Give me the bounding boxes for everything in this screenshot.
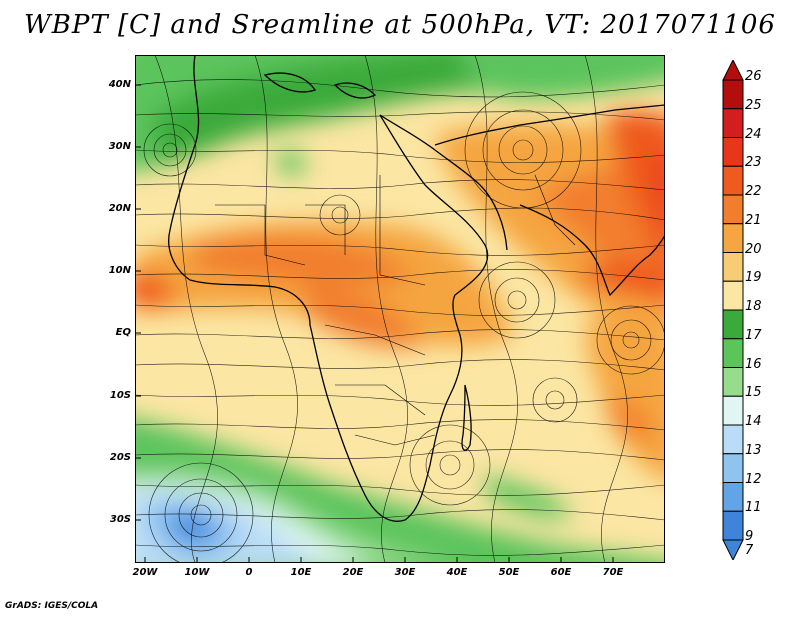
colorbar-swatch: [722, 165, 744, 196]
colorbar-label: 26: [745, 69, 762, 84]
borders: [215, 174, 576, 446]
lon-label: 20E: [342, 567, 364, 578]
colorbar-label: 18: [745, 299, 762, 314]
colorbar-label: 20: [745, 241, 762, 257]
map-plot: [135, 55, 665, 563]
colorbar: [722, 60, 744, 560]
lon-label: 70E: [602, 567, 624, 578]
lon-label: 40E: [446, 567, 468, 578]
colorbar-label: 9: [745, 529, 754, 544]
colorbar-label: 23: [745, 155, 762, 171]
lon-label: 0: [245, 567, 253, 578]
colorbar-bottom-arrow: [722, 539, 744, 560]
colorbar-swatch: [722, 482, 744, 512]
colorbar-swatch: [722, 510, 744, 541]
colorbar-swatch: [722, 223, 744, 253]
lon-label: 10W: [184, 567, 210, 578]
colorbar-swatch: [722, 137, 744, 167]
lat-label: 30S: [109, 514, 131, 525]
colorbar-swatch: [722, 194, 744, 225]
colorbar-label: 14: [745, 414, 762, 429]
colorbar-label: 17: [745, 327, 762, 343]
lat-label: EQ: [115, 327, 131, 338]
lat-label: 30N: [108, 141, 131, 152]
colorbar-label: 24: [745, 126, 762, 142]
colorbar-swatch: [722, 424, 744, 455]
lon-label: 20W: [132, 567, 158, 578]
colorbar-swatch: [722, 252, 744, 282]
lat-label: 10S: [109, 390, 131, 401]
colorbar-swatch: [722, 79, 744, 110]
colorbar-label: 12: [745, 471, 762, 487]
coastlines: [168, 55, 665, 522]
colorbar-label: 22: [745, 184, 762, 199]
colorbar-label: 7: [745, 543, 754, 558]
colorbar-swatch: [722, 338, 744, 368]
colorbar-label: 15: [745, 385, 762, 401]
colorbar-swatch: [722, 395, 744, 426]
streamlines: [135, 55, 665, 563]
colorbar-label: 13: [745, 442, 762, 458]
lon-label: 50E: [498, 567, 520, 578]
lat-label: 20S: [109, 452, 131, 463]
colorbar-swatch: [722, 280, 744, 311]
lat-label: 40N: [108, 79, 131, 90]
colorbar-swatch: [722, 367, 744, 397]
colorbar-swatch: [722, 453, 744, 483]
axis-ticks: [135, 84, 614, 563]
credit-label: GrADS: IGES/COLA: [5, 601, 99, 611]
colorbar-label: 19: [745, 270, 762, 286]
lat-label: 20N: [108, 203, 131, 214]
colorbar-label: 16: [745, 356, 762, 372]
colorbar-label: 11: [745, 500, 762, 516]
colorbar-label: 21: [745, 212, 762, 228]
colorbar-swatch: [722, 309, 744, 340]
colorbar-top-arrow: [722, 60, 744, 81]
lon-label: 30E: [394, 567, 416, 578]
colorbar-swatch: [722, 108, 744, 138]
lon-label: 60E: [550, 567, 572, 578]
chart-title: WBPT [C] and Sreamline at 500hPa, VT: 20…: [24, 10, 776, 40]
lat-label: 10N: [108, 265, 131, 276]
colorbar-label: 25: [745, 97, 762, 113]
lon-label: 10E: [290, 567, 312, 578]
